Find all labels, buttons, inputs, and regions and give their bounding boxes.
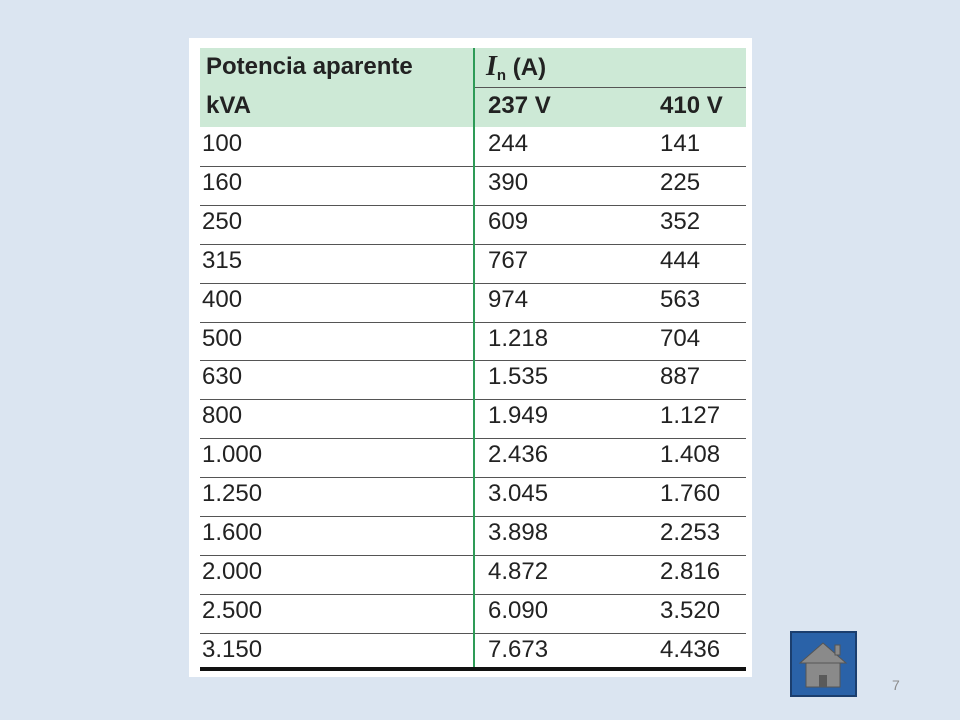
- cell: 3.520: [660, 596, 721, 624]
- cell: 400: [202, 285, 243, 313]
- cell: 609: [488, 207, 529, 235]
- cell: 500: [202, 324, 243, 352]
- cell: 3.898: [488, 519, 549, 546]
- cell: 3.045: [488, 480, 549, 508]
- cell: 315: [202, 246, 243, 274]
- voltage-header: 410 V: [660, 92, 723, 119]
- cell: 1.000: [202, 441, 263, 469]
- cell: 563: [660, 285, 701, 313]
- column-divider: [473, 48, 475, 668]
- cell: 141: [660, 130, 701, 157]
- cell: 2.436: [488, 441, 549, 469]
- cell: 6.090: [488, 596, 549, 624]
- cell: 887: [660, 363, 701, 391]
- header-unit: kVA: [206, 92, 251, 119]
- cell: 100: [202, 130, 243, 157]
- cell: 390: [488, 168, 529, 196]
- home-icon: [798, 642, 848, 688]
- cell: 2.000: [202, 557, 263, 585]
- cell: 3.150: [202, 635, 263, 663]
- cell: 704: [660, 324, 701, 352]
- current-header: In (A): [486, 53, 546, 90]
- cell: 444: [660, 246, 701, 274]
- cell: 2.816: [660, 557, 721, 585]
- cell: 250: [202, 207, 243, 235]
- cell: 974: [488, 285, 529, 313]
- header-rule: [475, 87, 746, 88]
- cell: 1.949: [488, 402, 549, 430]
- cell: 352: [660, 207, 701, 235]
- home-button[interactable]: [790, 631, 857, 697]
- cell: 767: [488, 246, 529, 274]
- current-symbol: I: [486, 51, 497, 82]
- cell: 1.600: [202, 519, 263, 546]
- table-panel: [189, 38, 752, 677]
- cell: 4.872: [488, 557, 549, 585]
- cell: 7.673: [488, 635, 549, 663]
- header-label: Potencia aparente: [206, 53, 413, 80]
- slide-number: 7: [892, 677, 900, 693]
- cell: 2.253: [660, 519, 721, 546]
- cell: 1.127: [660, 402, 721, 430]
- cell: 244: [488, 130, 529, 157]
- cell: 160: [202, 168, 243, 196]
- cell: 800: [202, 402, 243, 430]
- current-subscript: n: [496, 67, 507, 84]
- cell: 1.760: [660, 480, 721, 508]
- cell: 4.436: [660, 635, 721, 663]
- current-unit: (A): [512, 54, 547, 81]
- cell: 630: [202, 363, 243, 391]
- cell: 1.408: [660, 441, 721, 469]
- cell: 1.535: [488, 363, 549, 391]
- cell: 1.218: [488, 324, 549, 352]
- cell: 1.250: [202, 480, 263, 508]
- cell: 2.500: [202, 596, 263, 624]
- voltage-header: 237 V: [488, 92, 551, 119]
- table-bottom-rule: [200, 667, 746, 671]
- cell: 225: [660, 168, 701, 196]
